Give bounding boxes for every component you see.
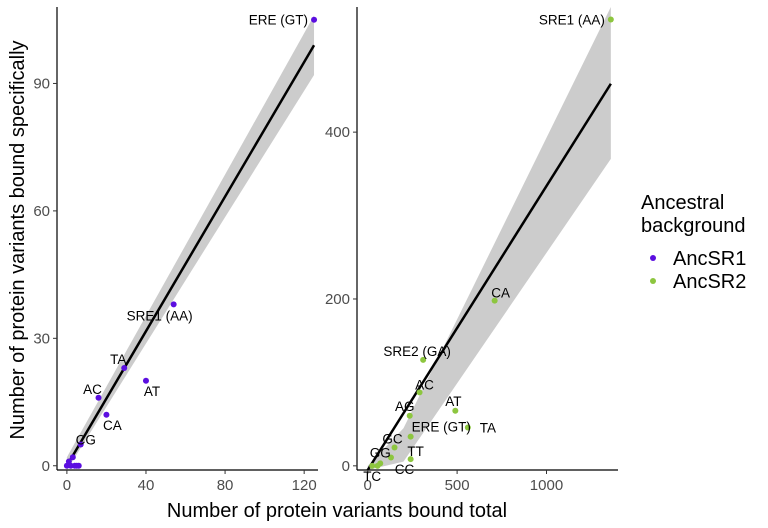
x-tick-label: 0 bbox=[364, 477, 372, 494]
y-tick-label: 0 bbox=[42, 458, 50, 475]
data-point bbox=[607, 16, 614, 23]
legend-label-ancsr1: AncSR1 bbox=[673, 248, 746, 270]
x-tick-label: 80 bbox=[217, 477, 234, 494]
point-label: SRE1 (AA) bbox=[127, 308, 193, 323]
data-point bbox=[369, 462, 376, 469]
data-point bbox=[407, 433, 414, 440]
regression-line bbox=[65, 44, 316, 467]
point-label: CA bbox=[103, 418, 122, 433]
data-point bbox=[311, 16, 318, 23]
point-label: GG bbox=[370, 445, 391, 460]
y-tick-label: 90 bbox=[33, 75, 50, 92]
data-point bbox=[452, 407, 459, 414]
data-point bbox=[420, 356, 427, 363]
data-point bbox=[142, 377, 149, 384]
data-point bbox=[121, 365, 128, 372]
point-label: GC bbox=[382, 431, 403, 446]
data-point bbox=[95, 394, 102, 401]
legend-key-ancsr1 bbox=[650, 255, 656, 261]
data-point bbox=[407, 456, 414, 463]
point-label: TA bbox=[110, 352, 126, 367]
legend-title-line2: background bbox=[641, 215, 746, 237]
point-label: CG bbox=[76, 433, 96, 448]
data-point bbox=[103, 411, 110, 418]
y-tick-label: 60 bbox=[33, 203, 50, 220]
y-tick-label: 30 bbox=[33, 330, 50, 347]
x-tick-label: 40 bbox=[138, 477, 155, 494]
data-point bbox=[464, 424, 471, 431]
y-tick-label: 0 bbox=[342, 458, 350, 475]
data-point bbox=[69, 454, 76, 461]
point-label: AG bbox=[395, 399, 415, 414]
point-label: ERE (GT) bbox=[412, 420, 471, 435]
y-tick-label: 200 bbox=[325, 291, 350, 308]
x-tick-label: 500 bbox=[445, 477, 470, 494]
data-point bbox=[391, 444, 398, 451]
legend: Ancestral background AncSR1 AncSR2 bbox=[641, 192, 746, 293]
y-tick-label: 400 bbox=[325, 124, 350, 141]
point-label: AC bbox=[83, 382, 102, 397]
data-point bbox=[170, 301, 177, 308]
legend-title-line1: Ancestral bbox=[641, 192, 724, 214]
regression-line bbox=[366, 83, 612, 471]
confidence-band bbox=[66, 15, 315, 470]
point-label: AC bbox=[415, 377, 434, 392]
panel-ancsr1: 0 40 80 120 0 30 60 90 ERE (GT) SRE1 (AA) AT TA AC CA… bbox=[33, 7, 318, 494]
point-label: TA bbox=[480, 420, 496, 435]
y-axis-title: Number of protein variants bound specifi… bbox=[7, 40, 29, 439]
point-label: AT bbox=[445, 394, 461, 409]
data-point bbox=[387, 454, 394, 461]
data-point bbox=[77, 441, 84, 448]
x-tick-label: 120 bbox=[292, 477, 317, 494]
point-label: CC bbox=[395, 462, 415, 477]
point-label: AT bbox=[144, 384, 160, 399]
data-point bbox=[491, 297, 498, 304]
data-point bbox=[374, 462, 381, 469]
point-label: TT bbox=[407, 444, 424, 459]
point-label: TC bbox=[363, 469, 381, 484]
x-axis-title: Number of protein variants bound total bbox=[167, 500, 507, 522]
point-label: ERE (GT) bbox=[249, 13, 308, 28]
point-label: SRE2 (GA) bbox=[383, 344, 451, 359]
data-point bbox=[416, 389, 423, 396]
data-point bbox=[406, 412, 413, 419]
x-tick-label: 1000 bbox=[530, 477, 563, 494]
point-label: SRE1 (AA) bbox=[539, 13, 605, 28]
data-point bbox=[75, 462, 82, 469]
legend-key-ancsr2 bbox=[650, 278, 656, 284]
x-tick-label: 0 bbox=[63, 477, 71, 494]
legend-label-ancsr2: AncSR2 bbox=[673, 271, 746, 293]
point-label: CA bbox=[491, 286, 510, 301]
